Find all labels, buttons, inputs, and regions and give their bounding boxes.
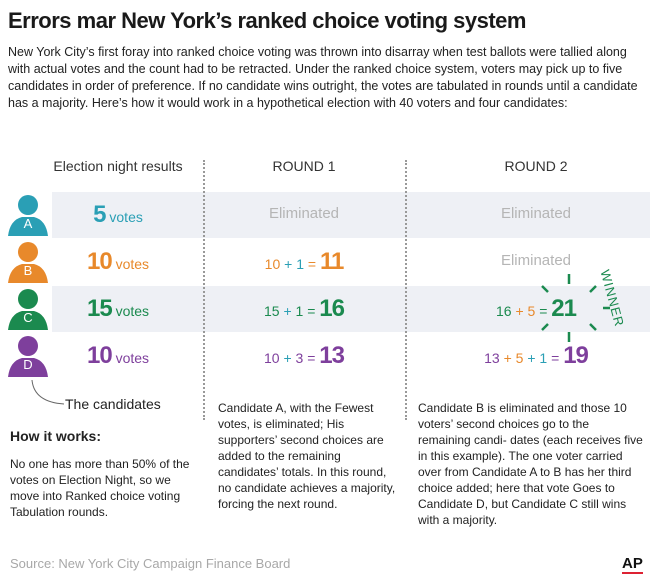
r1-tally: 15 + 1 = 16 [263, 295, 345, 322]
election-night-votes: 10 votes [86, 248, 150, 275]
text-line: Night, so we move into [10, 473, 171, 503]
candidate-b-avatar-icon: B [8, 242, 48, 283]
ap-logo: AP [622, 555, 643, 574]
text-line: second choices go to the remaining candi… [418, 417, 590, 447]
text-line: has her third choice added; here that vo… [418, 465, 632, 495]
text-line: His supporters’ second choices [218, 417, 363, 447]
text-line: Ranked choice voting [65, 489, 181, 503]
text-line: of the votes on Election [10, 457, 190, 487]
text-line: forcing the next round. [218, 497, 338, 511]
header-election-night: Election night results [53, 158, 183, 174]
intro-line: preference. If no candidate wins outrigh… [8, 79, 638, 110]
text-line: Candidate B is eliminated and those 10 v… [418, 401, 627, 431]
election-night-votes: 5 votes [93, 201, 143, 228]
intro-line: votes and the count had to be retracted.… [8, 62, 623, 93]
r2-status: Eliminated [500, 252, 572, 269]
row-band-c [52, 286, 650, 332]
candidate-a-avatar-icon: A [8, 195, 48, 236]
intro-text: New York City’s first foray into ranked … [8, 44, 642, 112]
text-line: No one has more than 50% [10, 457, 157, 471]
text-line: candidates’ totals. In this round, [218, 465, 387, 479]
r2-tally: 13 + 5 + 1 = 19 [484, 342, 589, 369]
r1-tally: 10 + 3 = 13 [263, 342, 345, 369]
page-title: Errors mar New York’s ranked choice voti… [8, 8, 526, 33]
text-line: no candidate achieves a majority, [218, 481, 396, 495]
candidate-d-avatar-icon: D [8, 336, 48, 377]
intro-line: New York City’s first foray into ranked … [8, 45, 627, 76]
round-1-text: Candidate A, with the Fewest votes, is e… [218, 400, 398, 512]
candidates-pointer-line [31, 379, 65, 405]
svg-text:D: D [23, 357, 32, 372]
how-it-works-text: No one has more than 50% of the votes on… [10, 456, 195, 520]
candidates-label: The candidates [65, 396, 161, 412]
text-line: Tabulation rounds. [10, 505, 109, 519]
svg-text:B: B [24, 263, 33, 278]
winner-burst-icon [541, 274, 610, 342]
r1-tally: 10 + 1 = 11 [264, 248, 345, 275]
how-it-works-title: How it works: [10, 428, 102, 444]
header-round-1: ROUND 1 [272, 158, 336, 174]
row-band-a [52, 192, 650, 238]
round-2-text: Candidate B is eliminated and those 10 v… [418, 400, 644, 528]
text-line: Fewest votes, is eliminated; [218, 401, 374, 431]
text-line: one voter carried over from Candidate A … [418, 449, 623, 479]
source-note: Source: New York City Campaign Finance B… [10, 556, 291, 571]
r2-tally: 16 + 5 = 21 [495, 295, 577, 322]
r1-status: Eliminated [268, 205, 340, 222]
text-line: Candidate A, with the [218, 401, 332, 415]
divider [203, 160, 205, 420]
intro-line: work in a hypothetical election with 40 … [203, 96, 568, 110]
svg-text:A: A [24, 216, 33, 231]
svg-text:C: C [23, 310, 32, 325]
election-night-votes: 15 votes [86, 295, 150, 322]
header-round-2: ROUND 2 [504, 158, 568, 174]
text-line: dates (each receives five in this exampl… [418, 433, 643, 463]
text-line: Goes to Candidate D, but Candidate C sti… [418, 481, 615, 511]
election-night-votes: 10 votes [86, 342, 150, 369]
text-line: are added to the remaining [218, 433, 384, 463]
text-line: wins with a majority. [418, 497, 627, 527]
r2-status: Eliminated [500, 205, 572, 222]
candidate-c-avatar-icon: C [8, 289, 48, 330]
divider [405, 160, 407, 420]
